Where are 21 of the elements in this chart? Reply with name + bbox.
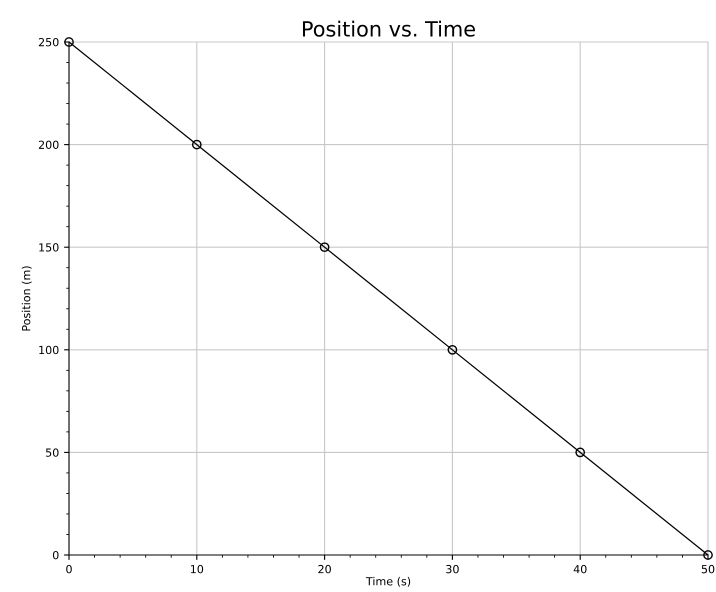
point: [320, 242, 330, 252]
point: [575, 448, 586, 458]
x-tick-label: 20: [318, 564, 331, 574]
y-tick-label: 200: [38, 140, 59, 149]
x-tick-label: 40: [574, 564, 587, 574]
x-tick-label: 0: [66, 564, 72, 574]
x-tick-label: 50: [702, 564, 714, 574]
y-tick-label: 50: [46, 448, 59, 457]
chart-title: Position vs. Time: [302, 20, 475, 37]
x-axis-title: Time (s): [366, 576, 410, 587]
y-tick-label: 0: [52, 550, 59, 560]
y-tick-label: 150: [39, 243, 59, 252]
x-tick-label: 10: [190, 564, 204, 574]
point: [64, 37, 74, 47]
x-tick-label: 30: [446, 564, 459, 574]
y-axis-title: Position (m): [22, 266, 32, 331]
y-tick-label: 250: [38, 38, 59, 46]
point: [448, 344, 458, 355]
point: [192, 140, 202, 150]
y-tick-label: 100: [39, 346, 59, 354]
point: [703, 550, 713, 560]
